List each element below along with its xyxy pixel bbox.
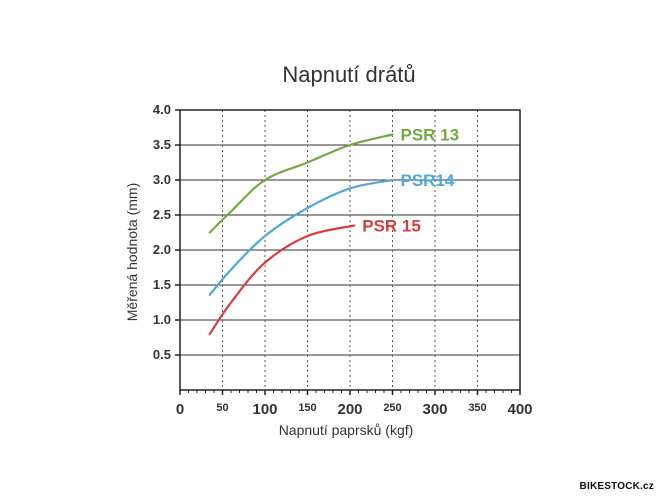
x-tick-label: 100 <box>252 401 277 418</box>
x-tick-label: 200 <box>337 401 362 418</box>
grid <box>180 110 520 390</box>
y-tick-label: 1.5 <box>153 277 171 292</box>
y-tick-label: 1.0 <box>153 312 171 327</box>
y-axis-label: Měřená hodnota (mm) <box>124 183 140 322</box>
x-tick-label: 400 <box>507 401 532 418</box>
x-tick-label: 250 <box>383 402 401 414</box>
chart-title: Napnutí drátů <box>282 62 415 87</box>
x-tick-label: 300 <box>422 401 447 418</box>
x-tick-label: 150 <box>298 402 316 414</box>
watermark-logo: BIKESTOCK.cz <box>579 481 654 492</box>
x-tick-label: 0 <box>176 401 184 418</box>
y-tick-label: 3.0 <box>153 172 171 187</box>
series-label-psr14: PSR14 <box>401 171 455 190</box>
y-tick-label: 0.5 <box>153 347 171 362</box>
y-tick-label: 4.0 <box>153 102 171 117</box>
series-line-psr15 <box>208 224 356 336</box>
series-label-psr15: PSR 15 <box>362 217 421 236</box>
axes <box>175 109 521 395</box>
y-tick-label: 2.0 <box>153 242 171 257</box>
series-line-psr14 <box>208 178 394 296</box>
y-tick-label: 2.5 <box>153 207 171 222</box>
y-tick-label: 3.5 <box>153 137 171 152</box>
x-axis-label: Napnutí paprsků (kgf) <box>279 422 414 438</box>
tick-labels: 0.5 1.0 1.5 2.0 2.5 3.0 3.5 4.0 0 50 100 150 200 250 3… <box>153 102 533 418</box>
series-label-psr13: PSR 13 <box>401 126 460 145</box>
x-tick-label: 50 <box>216 402 228 414</box>
series-line-psr13 <box>208 133 394 234</box>
series-lines <box>208 133 394 336</box>
x-tick-label: 350 <box>468 402 486 414</box>
